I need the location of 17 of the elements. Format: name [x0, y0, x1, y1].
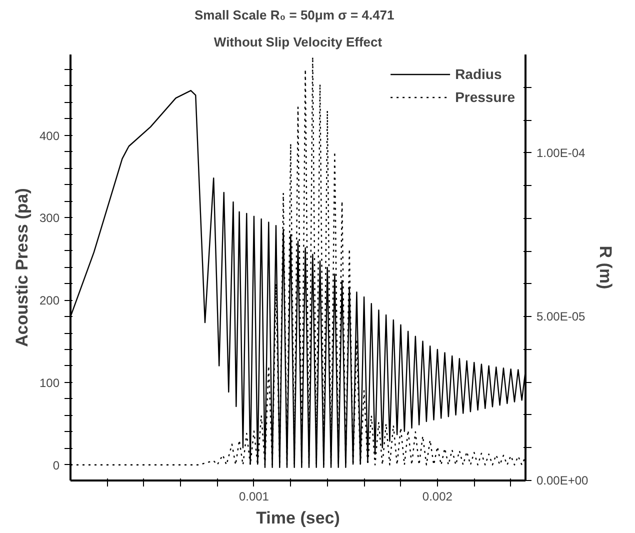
x-tick-label: 0.001	[238, 490, 270, 504]
y2-tick-label: 1.00E-04	[536, 146, 586, 160]
y-axis-title: Acoustic Press (pa)	[12, 188, 32, 347]
y-tick-label: 100	[39, 376, 60, 390]
y2-tick-label: 0.00E+00	[536, 474, 589, 488]
y-tick-label: 200	[39, 294, 60, 308]
x-axis-title: Time (sec)	[256, 508, 340, 528]
y-tick-label: 400	[39, 128, 60, 143]
y2-axis-title: R (m)	[596, 246, 616, 290]
x-tick-label: 0.002	[422, 490, 453, 504]
legend-label: Pressure	[455, 89, 515, 105]
y-tick-label: 300	[39, 211, 60, 226]
y2-tick-label: 5.00E-05	[536, 310, 586, 324]
legend-label: Radius	[455, 66, 502, 82]
chart-subtitle: Without Slip Velocity Effect	[214, 34, 383, 50]
y-tick-label: 0	[52, 458, 60, 472]
chart-title: Small Scale R₀ = 50μm σ = 4.471	[194, 8, 394, 22]
